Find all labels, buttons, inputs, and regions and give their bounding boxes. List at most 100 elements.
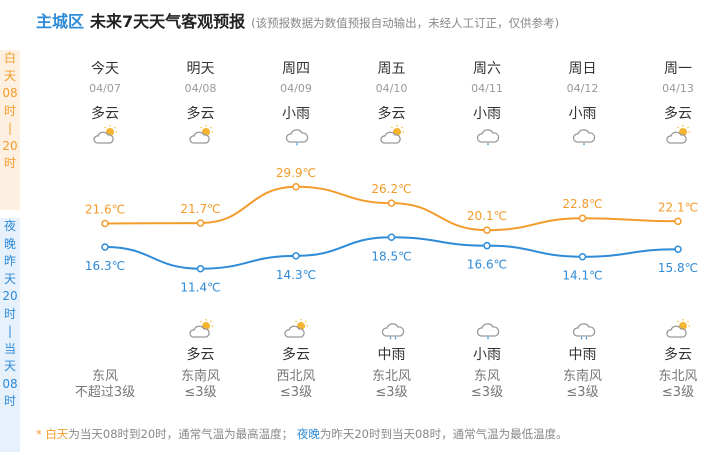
low-temp-label: 11.4℃ bbox=[180, 281, 220, 295]
low-temp-point bbox=[292, 252, 300, 260]
high-temp-point bbox=[674, 217, 682, 226]
wind-level: 不超过3级 bbox=[74, 385, 136, 400]
wind-info: 东风 不超过3级 bbox=[60, 369, 150, 401]
weekday-label: 周日 bbox=[568, 61, 597, 77]
night-side-char: | bbox=[7, 324, 13, 338]
light-rain-icon bbox=[284, 124, 310, 146]
date-label: 04/08 bbox=[184, 82, 217, 95]
light-rain-icon bbox=[475, 124, 501, 146]
high-temp-point bbox=[196, 219, 205, 227]
page-header: 主城区 未来7天天气客观预报 (该预报数据为数值预报自动输出，未经人工订正，仅供参考… bbox=[36, 8, 559, 32]
weekday-label: 周四 bbox=[282, 61, 310, 77]
high-temp-point bbox=[578, 214, 587, 222]
low-temp-point bbox=[101, 243, 109, 251]
day-side-char: 天 bbox=[3, 68, 16, 83]
footer-day-text: 为当天08时到20时，通常气温为最高温度； bbox=[68, 427, 294, 441]
moderate-rain-icon bbox=[380, 318, 406, 340]
weekday-label: 周一 bbox=[664, 61, 692, 77]
night-side-char: 夜 bbox=[3, 219, 16, 233]
wind-direction: 东南风 bbox=[562, 369, 602, 384]
night-weather-label: 中雨 bbox=[568, 347, 597, 363]
night-side-char: 08 bbox=[2, 376, 18, 391]
date-label: 04/07 bbox=[89, 82, 121, 95]
partly-cloudy-icon bbox=[666, 124, 692, 146]
date-label: 04/13 bbox=[662, 82, 694, 95]
day-side-char: 20 bbox=[2, 138, 18, 153]
page-title: 未来7天天气客观预报 bbox=[90, 12, 246, 31]
wind-info: 东北风 ≤3级 bbox=[633, 369, 720, 401]
moderate-rain-icon bbox=[571, 318, 597, 340]
low-temp-label: 18.5℃ bbox=[371, 249, 411, 263]
high-temp-label: 21.7℃ bbox=[180, 202, 220, 216]
partly-cloudy-icon bbox=[379, 124, 406, 146]
day-side-char: 白 bbox=[3, 51, 16, 65]
high-temp-label: 29.9℃ bbox=[276, 166, 316, 180]
date-label: 04/10 bbox=[375, 82, 408, 95]
footer-night-text: 为昨天20时到当天08时，通常气温为最低温度。 bbox=[319, 427, 568, 441]
day-side-char: 时 bbox=[3, 156, 16, 170]
wind-level: ≤3级 bbox=[375, 385, 408, 400]
night-weather-label: 中雨 bbox=[377, 347, 406, 363]
wind-level: ≤3级 bbox=[184, 385, 217, 400]
date-label: 04/12 bbox=[566, 82, 599, 95]
night-weather-label: 小雨 bbox=[473, 347, 501, 363]
low-temp-label: 16.3℃ bbox=[85, 259, 125, 273]
wind-level: ≤3级 bbox=[566, 385, 599, 400]
wind-direction: 东北风 bbox=[371, 369, 411, 384]
date-label: 04/09 bbox=[280, 82, 312, 95]
night-side-char: 天 bbox=[3, 359, 16, 373]
wind-direction: 西北风 bbox=[276, 369, 316, 384]
wind-level: ≤3级 bbox=[470, 385, 504, 400]
day-weather-label: 多云 bbox=[377, 106, 406, 122]
high-temp-point bbox=[387, 199, 396, 207]
low-temp-point bbox=[196, 264, 205, 273]
disclaimer-note: (该预报数据为数值预报自动输出，未经人工订正，仅供参考) bbox=[251, 16, 560, 30]
day-weather-label: 多云 bbox=[186, 106, 215, 122]
night-weather-label: 多云 bbox=[664, 347, 692, 363]
day-side-label: 白天 08 时 | 20 时 bbox=[0, 50, 20, 210]
low-temp-label: 14.3℃ bbox=[276, 268, 316, 282]
low-temp-label: 14.1℃ bbox=[562, 269, 602, 283]
day-side-char: 时 bbox=[3, 103, 16, 118]
wind-direction: 东风 bbox=[91, 369, 118, 384]
low-temp-point bbox=[578, 252, 587, 261]
day-side-char: 08 bbox=[2, 86, 18, 100]
high-temp-label: 26.2℃ bbox=[371, 182, 411, 196]
day-weather-label: 小雨 bbox=[568, 106, 597, 122]
low-temp-label: 16.6℃ bbox=[467, 258, 507, 272]
high-temp-label: 22.8℃ bbox=[562, 197, 602, 211]
night-side-char: 晚 bbox=[3, 236, 16, 251]
low-temp-point bbox=[387, 233, 396, 242]
wind-direction: 东南风 bbox=[180, 369, 220, 384]
wind-info: 西北风 ≤3级 bbox=[251, 369, 341, 401]
high-temp-label: 20.1℃ bbox=[467, 209, 507, 223]
high-temp-point bbox=[292, 183, 300, 191]
wind-level: ≤3级 bbox=[661, 385, 695, 400]
day-weather-label: 多云 bbox=[664, 106, 692, 122]
low-temp-point bbox=[674, 245, 682, 253]
partly-cloudy-icon bbox=[93, 124, 119, 146]
footer-note: * 白天为当天08时到20时，通常气温为最高温度； 夜晚为昨天20时到当天08时… bbox=[36, 426, 568, 442]
partly-cloudy-icon bbox=[284, 318, 310, 340]
wind-info: 东南风 ≤3级 bbox=[156, 369, 246, 401]
temperature-chart: 21.6℃ 21.7℃ 29.9℃ 26.2℃ 20.1℃ 22.8℃ 22.1℃ 16.3℃… bbox=[85, 166, 698, 295]
partly-cloudy-icon bbox=[188, 124, 215, 146]
high-temp-point bbox=[483, 226, 491, 234]
partly-cloudy-icon bbox=[666, 318, 692, 340]
partly-cloudy-icon bbox=[188, 318, 215, 340]
light-rain-icon bbox=[571, 124, 597, 146]
night-side-char: 天 bbox=[3, 271, 16, 286]
night-side-char: 时 bbox=[3, 306, 16, 321]
high-temp-label: 21.6℃ bbox=[85, 203, 125, 217]
footer-star: * bbox=[36, 427, 46, 441]
wind-direction: 东北风 bbox=[658, 369, 698, 384]
wind-info: 东南风 ≤3级 bbox=[538, 369, 628, 401]
footer-night-word: 夜晚 bbox=[296, 427, 320, 441]
wind-info: 东北风 ≤3级 bbox=[347, 369, 437, 401]
night-side-char: 20 bbox=[2, 289, 18, 303]
low-temp-point bbox=[483, 241, 491, 250]
location-name[interactable]: 主城区 bbox=[36, 12, 85, 31]
night-weather-label: 多云 bbox=[186, 347, 215, 363]
footer-day-word: 白天 bbox=[45, 427, 69, 441]
date-label: 04/11 bbox=[471, 82, 503, 95]
